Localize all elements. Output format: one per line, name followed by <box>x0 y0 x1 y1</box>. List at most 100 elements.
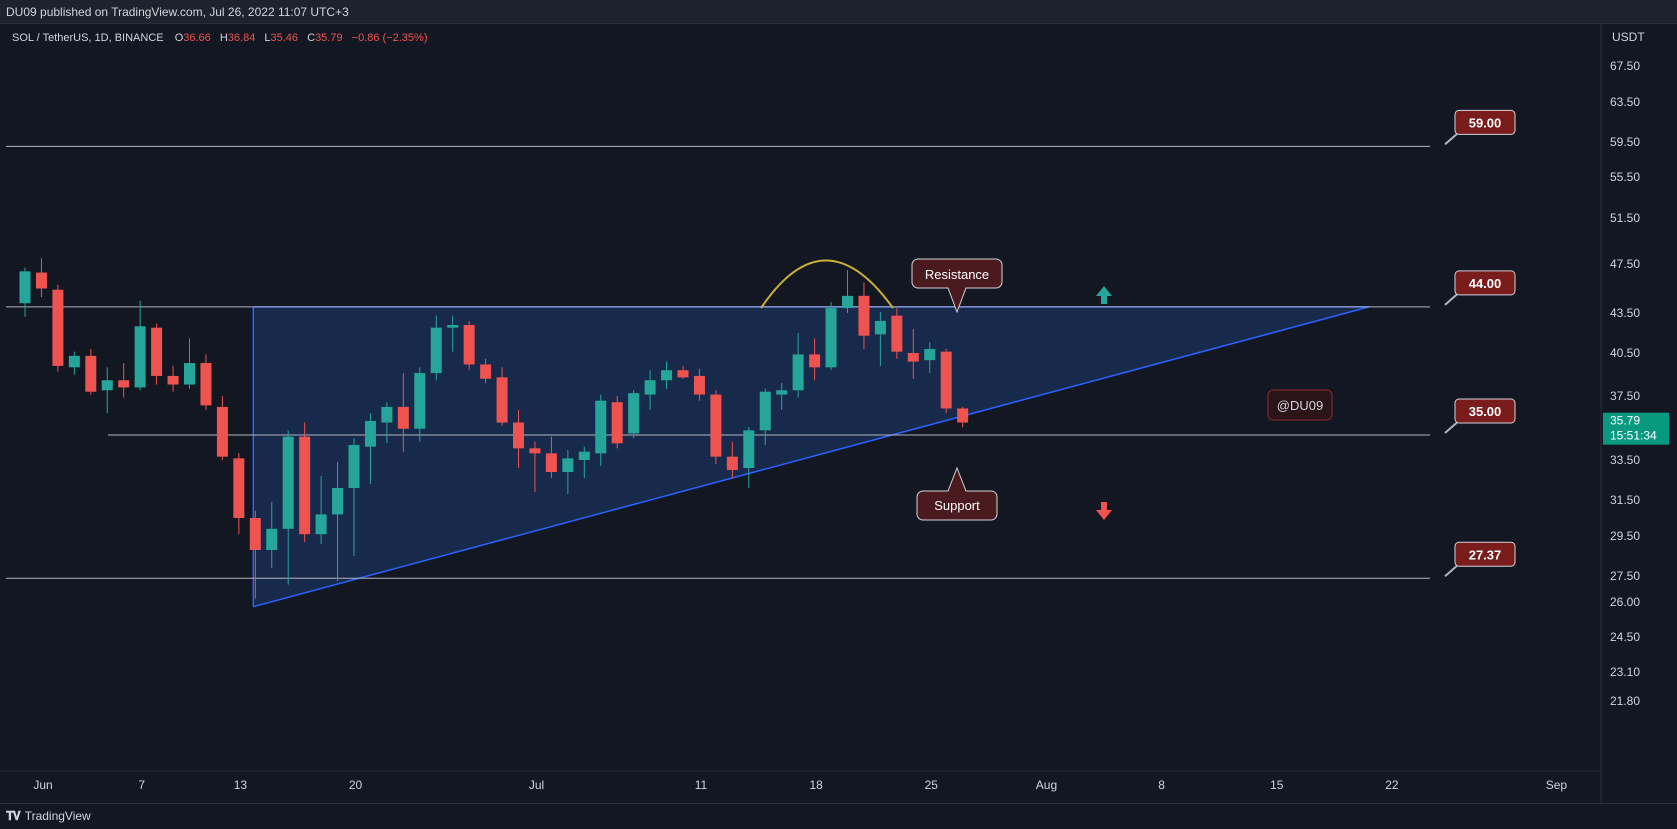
candle <box>216 396 228 460</box>
candle <box>19 267 31 317</box>
candle-body <box>200 363 212 406</box>
legend-high-value: 36.84 <box>228 32 256 44</box>
candle-body <box>233 458 245 518</box>
y-tick-label: 21.80 <box>1610 694 1640 708</box>
level-label: 35.00 <box>1469 404 1502 419</box>
candle <box>907 329 919 379</box>
candle <box>430 315 442 381</box>
candle <box>118 363 130 398</box>
down-arrow-icon <box>1096 502 1112 520</box>
candle <box>628 390 640 439</box>
candle <box>414 367 426 442</box>
x-tick-label: Sep <box>1546 778 1568 792</box>
footer-bar: 𝐓𝐕 TradingView <box>0 803 1677 828</box>
candle-body <box>907 353 919 362</box>
candle <box>726 441 738 478</box>
candle <box>940 349 952 414</box>
x-tick-label: 22 <box>1385 778 1399 792</box>
candle <box>874 311 886 366</box>
candle <box>233 453 245 535</box>
legend-low-label: L <box>264 32 270 44</box>
candle <box>52 284 64 372</box>
candle-body <box>447 325 459 328</box>
level-label-box <box>1454 270 1516 296</box>
level-label: 44.00 <box>1469 276 1502 291</box>
last-price-value: 35.79 <box>1610 414 1640 428</box>
candle-body <box>743 430 755 468</box>
candle-body <box>364 420 376 447</box>
candle-body <box>776 390 788 395</box>
candle <box>85 349 97 395</box>
candle <box>184 338 195 389</box>
tradingview-logo-icon: 𝐓𝐕 <box>6 809 21 823</box>
triangle-support-edge <box>253 306 1370 608</box>
candle-body <box>825 308 837 368</box>
y-tick-label: 27.50 <box>1610 569 1640 583</box>
legend-open-value: 36.66 <box>183 32 211 44</box>
candle-body <box>529 448 541 454</box>
candle <box>825 301 837 371</box>
candle-body <box>595 400 607 454</box>
candle <box>332 462 344 582</box>
watermark-label: @DU09 <box>1277 398 1323 413</box>
x-tick-label: 18 <box>809 778 823 792</box>
candle <box>381 402 393 444</box>
y-tick-label: 51.50 <box>1610 211 1640 225</box>
candle <box>249 510 261 599</box>
candle-body <box>874 321 886 335</box>
candle-body <box>184 363 195 385</box>
footer-brand-label: TradingView <box>24 809 91 823</box>
candle <box>101 367 113 414</box>
candle-body <box>266 528 278 550</box>
candle-body <box>496 377 508 423</box>
candle-body <box>842 295 853 309</box>
level-label: 59.00 <box>1469 115 1502 130</box>
y-tick-label: 26.00 <box>1610 595 1640 609</box>
chart-legend: SOL / TetherUS, 1D, BINANCE O36.66 H36.8… <box>12 32 428 44</box>
rounded-top-arc <box>760 259 894 309</box>
y-tick-label: 59.50 <box>1610 135 1640 149</box>
y-tick-label: 31.50 <box>1610 493 1640 507</box>
candle-body <box>299 436 311 535</box>
candle <box>842 270 853 313</box>
candle <box>513 410 524 468</box>
watermark-frame <box>1267 389 1333 421</box>
last-price-countdown: 15:51:34 <box>1610 429 1657 443</box>
last-price-badge: 35.79 15:51:34 <box>1603 412 1669 445</box>
candle-body <box>480 364 492 379</box>
candle-body <box>562 458 574 472</box>
candle-body <box>315 514 327 535</box>
candle <box>891 308 903 359</box>
candle-body <box>35 272 47 289</box>
resistance-callout-shape <box>911 258 1003 314</box>
time-axis[interactable]: Jun 7 13 20 Jul 11 18 25 Aug 8 15 22 Sep <box>33 778 1567 792</box>
price-axis[interactable]: 67.50 63.50 59.50 55.50 51.50 47.50 43.50 40.50… <box>1610 59 1640 708</box>
candle-body <box>52 289 64 366</box>
candle-body <box>545 453 557 472</box>
candle <box>480 358 492 384</box>
candle <box>529 441 541 492</box>
x-tick-label: 8 <box>1158 778 1165 792</box>
footer-brand[interactable]: 𝐓𝐕 TradingView <box>6 804 91 829</box>
candle <box>545 436 557 478</box>
candle-body <box>809 354 821 368</box>
candle-body <box>282 436 294 529</box>
candle-body <box>661 370 673 381</box>
candle-body <box>513 422 524 449</box>
x-tick-label: Jun <box>33 778 52 792</box>
candle <box>167 365 179 392</box>
candle <box>578 446 590 478</box>
candle <box>776 383 788 411</box>
candle <box>35 258 47 298</box>
candle-body <box>628 393 640 434</box>
candle-body <box>957 408 969 423</box>
candle <box>364 413 376 484</box>
candle-body <box>578 451 590 460</box>
candle-body <box>249 518 261 550</box>
candle-body <box>118 380 130 388</box>
candle-body <box>677 370 689 378</box>
candle <box>809 338 821 381</box>
chart-area[interactable]: SOL / TetherUS, 1D, BINANCE O36.66 H36.8… <box>0 24 1677 803</box>
candle-body <box>348 445 360 488</box>
candle <box>348 438 360 556</box>
